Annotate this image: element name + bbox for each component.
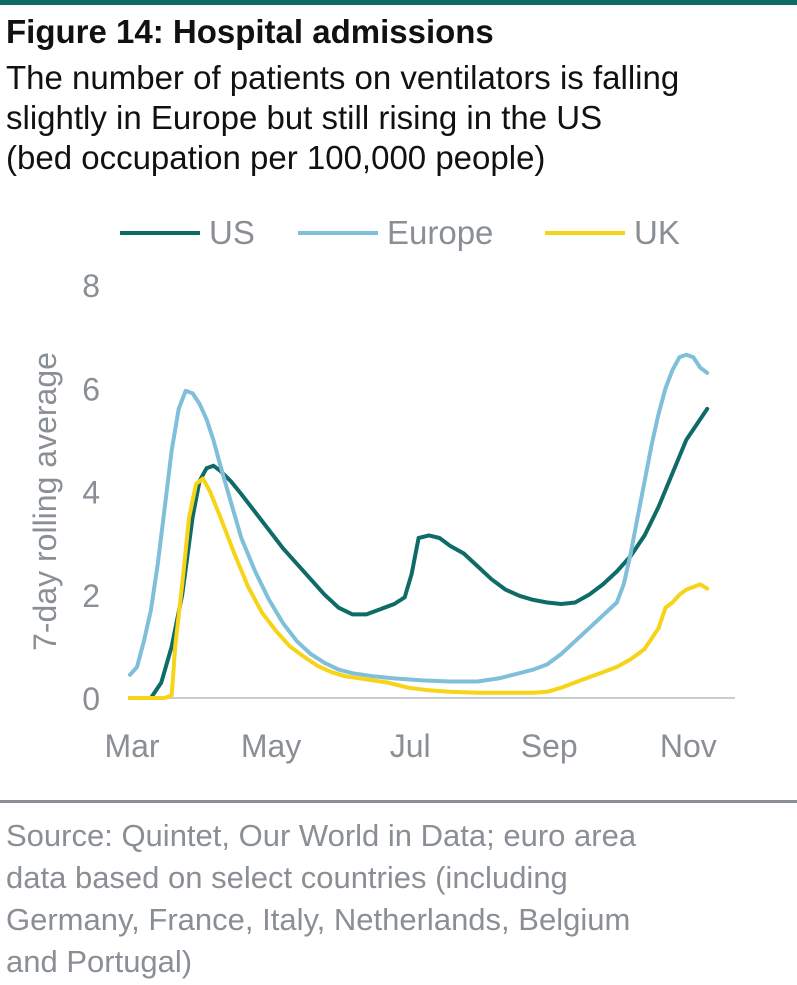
y-tick-label: 2: [82, 578, 100, 614]
bottom-divider: [0, 800, 797, 803]
y-axis-label: 7-day rolling average: [27, 352, 63, 651]
subtitle-line: slightly in Europe but still rising in t…: [6, 99, 603, 136]
legend-label-uk: UK: [634, 214, 680, 251]
subtitle-line: The number of patients on ventilators is…: [6, 59, 680, 96]
x-tick-label: Mar: [104, 728, 159, 764]
figure-subtitle: The number of patients on ventilators is…: [6, 58, 791, 178]
series-line-us: [128, 406, 710, 700]
x-tick-label: May: [241, 728, 301, 764]
top-accent-rule: [0, 0, 797, 5]
y-tick-label: 6: [82, 371, 100, 407]
x-tick-label: Jul: [390, 728, 431, 764]
y-tick-label: 4: [82, 475, 100, 511]
source-note: Source: Quintet, Our World in Data; euro…: [6, 815, 791, 983]
legend-label-us: US: [209, 214, 255, 251]
x-tick-label: Nov: [660, 728, 717, 764]
source-line: Source: Quintet, Our World in Data; euro…: [6, 818, 637, 853]
source-line: data based on select countries (includin…: [6, 860, 568, 895]
y-tick-label: 0: [82, 681, 100, 717]
series-line-europe: [128, 352, 710, 684]
x-tick-label: Sep: [521, 728, 578, 764]
legend-label-europe: Europe: [387, 214, 493, 251]
series-line-uk: [128, 476, 710, 700]
line-chart: 0 2 4 6 8 Mar May Jul Sep Nov 7-day rolling averag…: [27, 214, 735, 764]
figure-title: Figure 14: Hospital admissions: [6, 13, 494, 50]
source-line: and Portugal): [6, 944, 193, 979]
y-tick-label: 8: [82, 268, 100, 304]
source-line: Germany, France, Italy, Netherlands, Bel…: [6, 902, 631, 937]
subtitle-line: (bed occupation per 100,000 people): [6, 139, 546, 176]
